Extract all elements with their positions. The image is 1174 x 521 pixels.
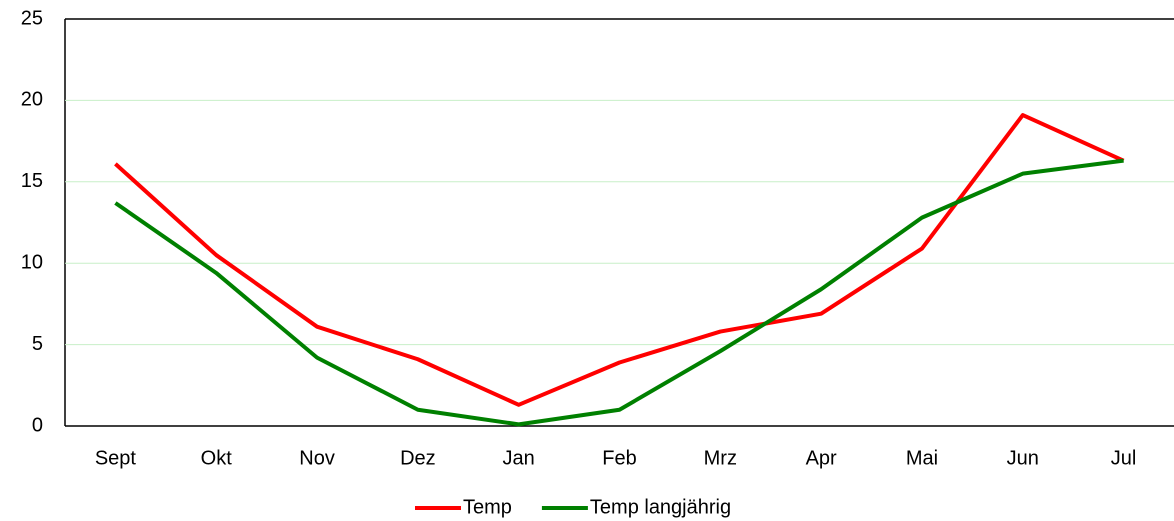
y-tick-label: 0 (32, 414, 43, 436)
legend-label: Temp (463, 496, 512, 518)
x-tick-label: Jul (1111, 447, 1137, 469)
y-tick-label: 10 (21, 251, 43, 273)
x-tick-label: Dez (400, 447, 436, 469)
x-tick-label: Jun (1007, 447, 1039, 469)
y-tick-label: 5 (32, 333, 43, 355)
y-tick-label: 25 (21, 7, 43, 29)
x-tick-label: Mrz (704, 447, 737, 469)
x-tick-label: Okt (201, 447, 233, 469)
x-tick-label: Apr (806, 447, 837, 469)
series-line (114, 158, 1124, 427)
x-tick-label: Mai (906, 447, 938, 469)
y-tick-label: 20 (21, 89, 43, 111)
y-tick-label: 15 (21, 170, 43, 192)
x-tick-label: Sept (95, 447, 137, 469)
x-tick-label: Nov (299, 447, 335, 469)
series-line (114, 113, 1125, 407)
x-tick-label: Jan (503, 447, 535, 469)
x-tick-label: Feb (602, 447, 636, 469)
legend-label: Temp langjährig (590, 496, 731, 518)
